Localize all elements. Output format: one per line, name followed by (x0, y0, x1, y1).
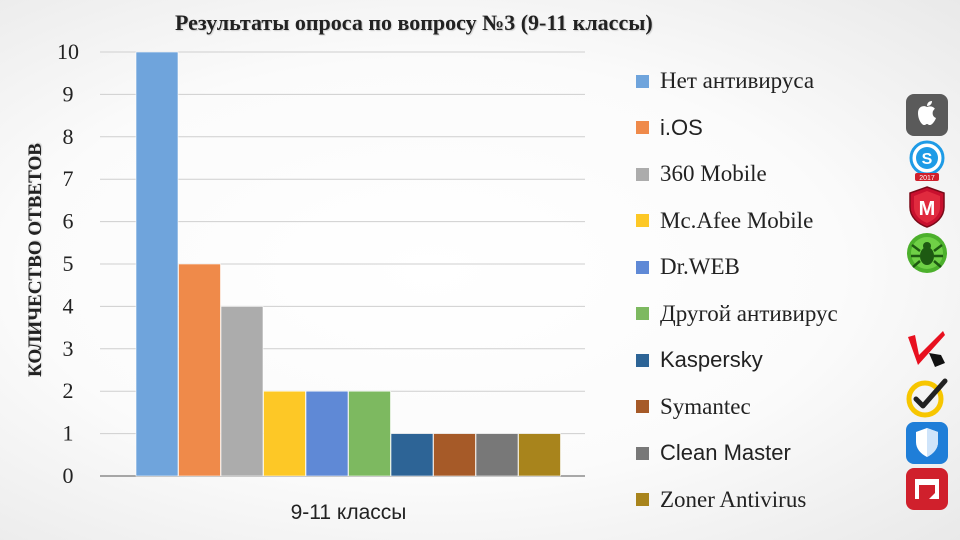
bar (518, 433, 561, 477)
y-tick-label: 6 (63, 209, 74, 234)
chart-title: Результаты опроса по вопросу №3 (9-11 кл… (175, 10, 653, 35)
legend-label: Zoner Antivirus (660, 486, 807, 512)
bar (475, 433, 519, 477)
legend-swatch (636, 214, 649, 228)
y-tick-label: 3 (63, 336, 74, 361)
bar (178, 263, 221, 477)
legend-label: Kaspersky (660, 347, 763, 373)
y-tick-label: 9 (63, 81, 74, 106)
bar (135, 51, 179, 477)
legend-swatch (636, 260, 649, 274)
legend-label: Другой антивирус (660, 300, 838, 326)
legend-swatch (636, 446, 649, 460)
clean-master-shield-icon (905, 421, 949, 465)
bar (305, 390, 349, 477)
bar (348, 390, 391, 477)
legend-label: i.OS (660, 114, 703, 140)
legend-swatch (636, 307, 649, 321)
legend-item: Dr.WEB (636, 244, 838, 291)
legend-item: 360 Mobile (636, 151, 838, 198)
legend-label: Clean Master (660, 440, 791, 466)
y-tick-label: 10 (57, 39, 79, 64)
legend-item: Symantec (636, 384, 838, 431)
legend-label: Mc.Afee Mobile (660, 207, 814, 233)
bar (390, 433, 434, 477)
legend-label: Dr.WEB (660, 254, 740, 280)
legend: Нет антивируса i.OS 360 Mobile Mc.Afee Mobi… (636, 58, 838, 523)
y-tick-label: 1 (63, 421, 74, 446)
y-tick-label: 5 (63, 251, 74, 276)
legend-swatch (636, 121, 649, 135)
bar (433, 433, 476, 477)
legend-swatch (636, 74, 649, 88)
svg-text:S: S (922, 151, 933, 168)
kaspersky-icon (905, 325, 949, 369)
legend-item: i.OS (636, 105, 838, 152)
legend-label: 360 Mobile (660, 161, 767, 187)
y-tick-label: 2 (63, 378, 74, 403)
legend-swatch (636, 167, 649, 181)
y-tick-label: 0 (63, 463, 74, 488)
y-tick-label: 8 (63, 124, 74, 149)
legend-item: Нет антивируса (636, 58, 838, 105)
y-tick-label: 7 (63, 166, 74, 191)
legend-label: Нет антивируса (660, 68, 815, 94)
legend-item: Zoner Antivirus (636, 477, 838, 524)
legend-swatch (636, 493, 649, 507)
y-tick-label: 4 (63, 293, 74, 318)
y-tick-labels: 0 1 2 3 4 5 6 7 8 9 10 (57, 39, 79, 488)
mcafee-letter: M (919, 198, 936, 220)
zoner-icon (905, 467, 949, 511)
legend-item: Clean Master (636, 430, 838, 477)
bar-chart: 0 1 2 3 4 5 6 7 8 9 10 9-11 классы (57, 39, 585, 524)
legend-swatch (636, 400, 649, 414)
bar (263, 390, 306, 477)
mcafee-shield-icon: M (905, 185, 949, 229)
legend-label: Symantec (660, 393, 751, 419)
360-badge-text: 2017 (919, 175, 935, 182)
bar (220, 306, 264, 477)
360-security-icon: S 2017 (905, 139, 949, 183)
x-tick-label: 9-11 классы (291, 501, 407, 524)
legend-item: Mc.Afee Mobile (636, 198, 838, 245)
drweb-spider-icon (905, 231, 949, 275)
x-tick-labels: 9-11 классы (291, 501, 407, 524)
apple-icon (905, 93, 949, 137)
bars (135, 51, 561, 477)
legend-item: Kaspersky (636, 337, 838, 384)
legend-swatch (636, 353, 649, 367)
legend-item: Другой антивирус (636, 291, 838, 338)
norton-check-icon (905, 375, 949, 419)
